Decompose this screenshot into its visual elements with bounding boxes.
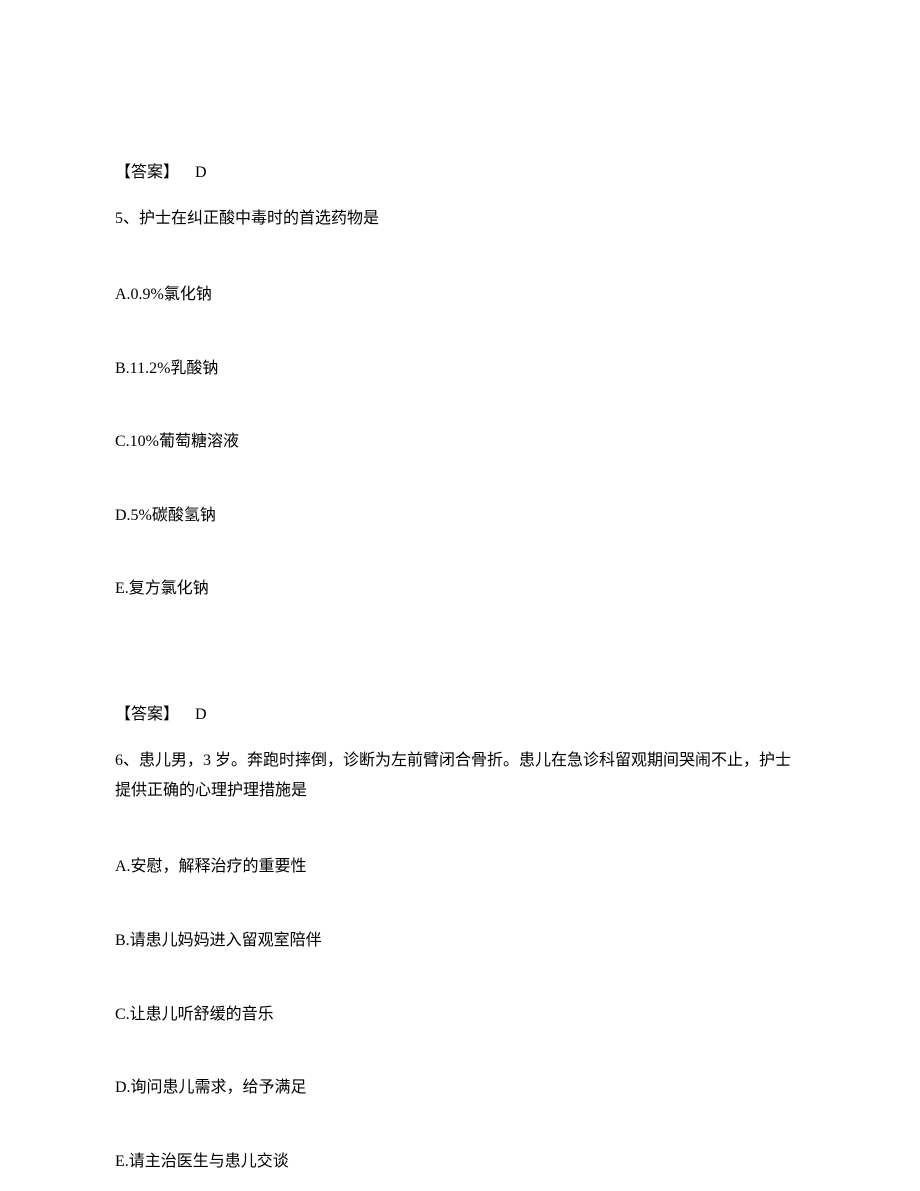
q5-option-b: B.11.2%乳酸钠 [115,356,805,382]
q5-option-d: D.5%碳酸氢钠 [115,503,805,529]
q5-answer-label: 【答案】 [115,706,179,723]
q4-answer-block: 【答案】 D [115,160,805,186]
q6-option-e: E.请主治医生与患儿交谈 [115,1149,805,1175]
q5-option-a: A.0.9%氯化钠 [115,282,805,308]
q6-option-b: B.请患儿妈妈进入留观室陪伴 [115,928,805,954]
q6-option-d: D.询问患儿需求，给予满足 [115,1075,805,1101]
q5-answer-value: D [195,706,207,723]
q4-answer-label: 【答案】 [115,164,179,181]
q5-option-e: E.复方氯化钠 [115,576,805,602]
q6-option-a: A.安慰，解释治疗的重要性 [115,854,805,880]
q4-answer-value: D [195,164,207,181]
q6-stem: 6、患儿男，3 岁。奔跑时摔倒，诊断为左前臂闭合骨折。患儿在急诊科留观期间哭闹不… [115,746,805,807]
q5-option-c: C.10%葡萄糖溶液 [115,429,805,455]
q5-stem: 5、护士在纠正酸中毒时的首选药物是 [115,204,805,234]
q6-option-c: C.让患儿听舒缓的音乐 [115,1002,805,1028]
q5-answer-block: 【答案】 D [115,702,805,728]
